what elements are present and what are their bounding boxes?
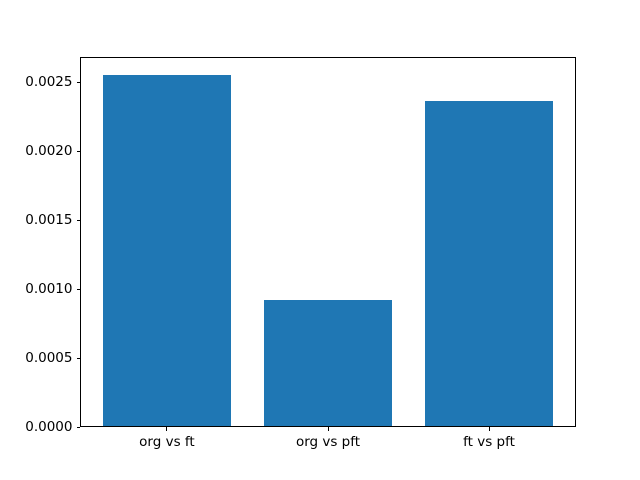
y-tick-label: 0.0005 bbox=[25, 350, 73, 367]
bar-ft-vs-pft bbox=[424, 101, 554, 428]
x-tick-label: ft vs pft bbox=[463, 433, 515, 450]
y-tick-label: 0.0020 bbox=[25, 143, 73, 160]
bar-org-vs-pft bbox=[263, 300, 393, 428]
bar-org-vs-ft bbox=[102, 75, 232, 428]
y-tick-label: 0.0010 bbox=[25, 281, 73, 298]
x-tick-label: org vs ft bbox=[139, 433, 195, 450]
y-tick-label: 0.0015 bbox=[25, 212, 73, 229]
y-tick-label: 0.0025 bbox=[25, 74, 73, 91]
y-tick-mark bbox=[76, 150, 80, 152]
x-tick-mark bbox=[327, 427, 329, 431]
y-tick-mark bbox=[76, 357, 80, 359]
y-tick-label: 0.0000 bbox=[25, 419, 73, 436]
x-tick-label: org vs pft bbox=[295, 433, 361, 450]
y-tick-mark bbox=[76, 426, 80, 428]
x-tick-mark bbox=[488, 427, 490, 431]
y-tick-mark bbox=[76, 81, 80, 83]
y-tick-mark bbox=[76, 288, 80, 290]
x-tick-mark bbox=[166, 427, 168, 431]
plot-area bbox=[80, 57, 576, 427]
y-tick-mark bbox=[76, 219, 80, 221]
